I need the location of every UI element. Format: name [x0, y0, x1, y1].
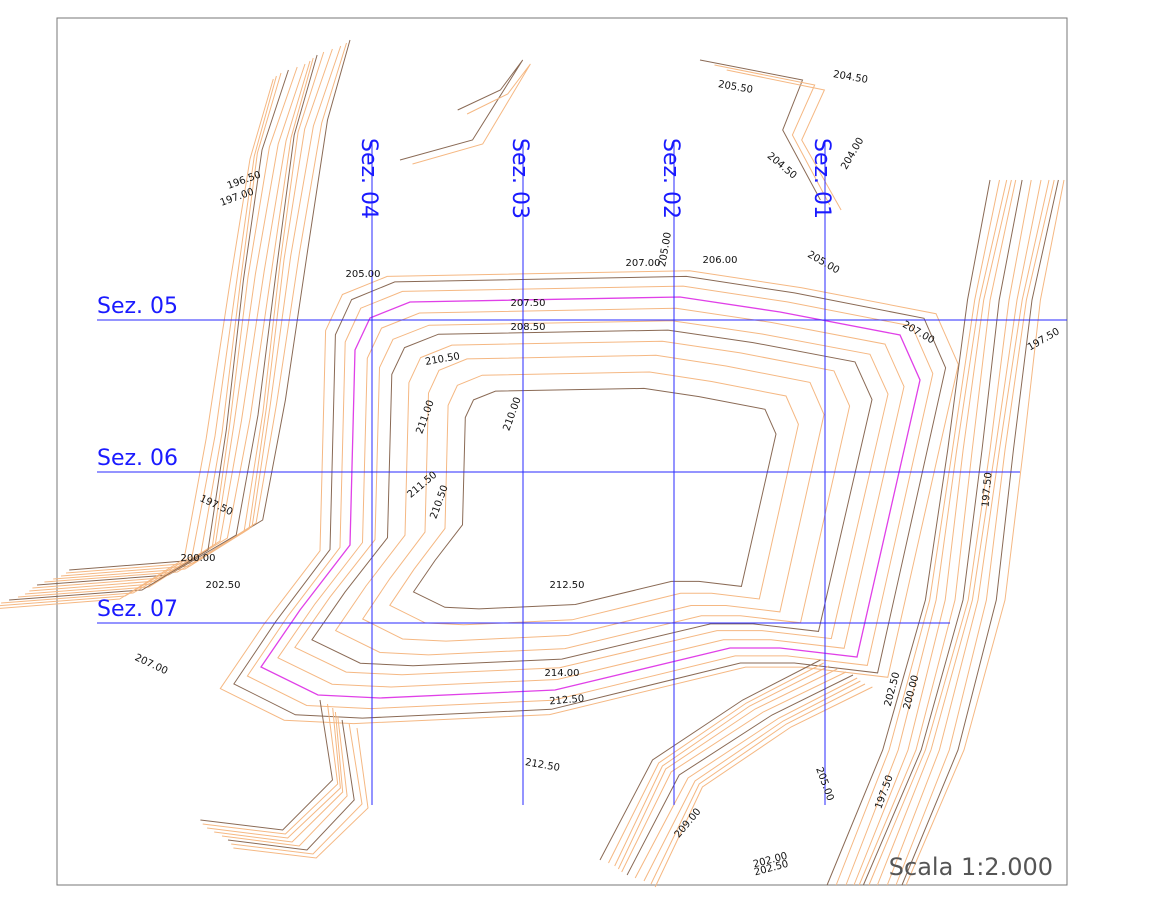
- scale-label: Scala 1:2.000: [889, 853, 1053, 881]
- contour-label: 205.00: [346, 269, 381, 280]
- section-label: Sez. 07: [97, 597, 178, 622]
- map: Sez. 04 Sez. 03 Sez. 02 Sez. 01 Sez. 05 Sez. …: [0, 0, 1151, 907]
- section-label: Sez. 01: [809, 138, 834, 219]
- contour-label: 208.50: [511, 322, 546, 333]
- contour-label: 200.00: [181, 553, 216, 564]
- section-label: Sez. 02: [658, 138, 683, 219]
- section-label: Sez. 06: [97, 446, 178, 471]
- contour-label: 206.00: [703, 255, 738, 266]
- contour-label: 212.50: [550, 580, 585, 591]
- section-label: Sez. 05: [97, 294, 178, 319]
- contour-label: 207.00: [626, 258, 661, 269]
- contour-label: 207.50: [511, 298, 546, 309]
- contour-label: 214.00: [545, 668, 580, 679]
- section-label: Sez. 03: [507, 138, 532, 219]
- section-label: Sez. 04: [356, 138, 381, 219]
- contour-label: 202.50: [206, 580, 241, 591]
